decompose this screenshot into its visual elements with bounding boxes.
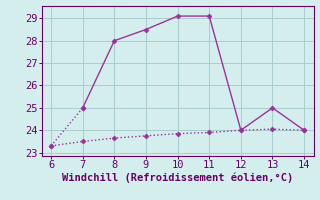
X-axis label: Windchill (Refroidissement éolien,°C): Windchill (Refroidissement éolien,°C) bbox=[62, 173, 293, 183]
